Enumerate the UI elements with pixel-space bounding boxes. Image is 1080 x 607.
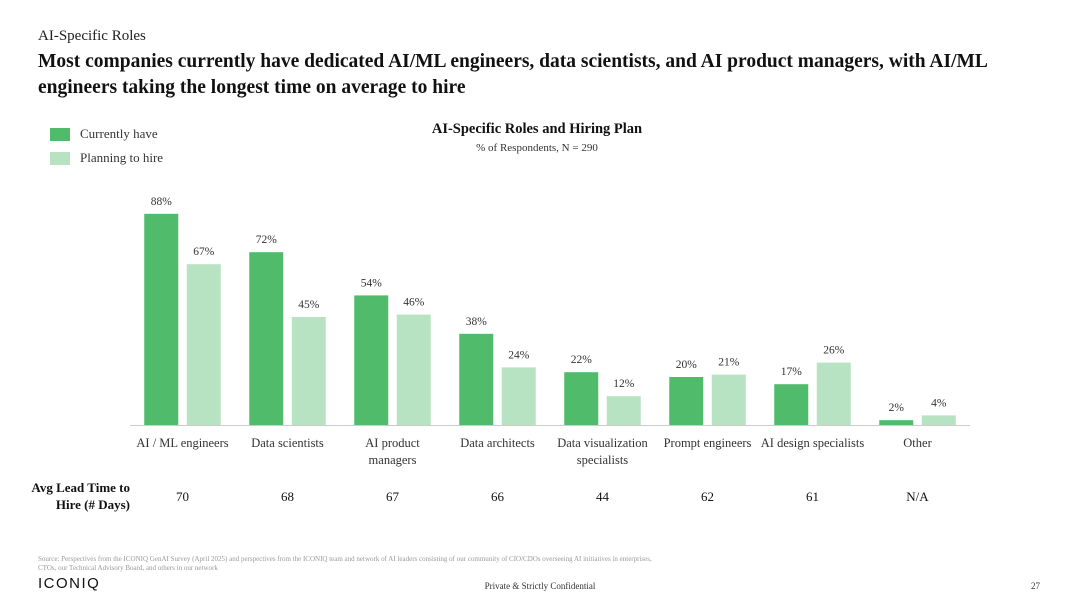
- data-label: 20%: [676, 359, 698, 371]
- headline: Most companies currently have dedicated …: [38, 51, 987, 98]
- lead-time-label-line2: Hire (# Days): [55, 497, 130, 512]
- data-label: 4%: [931, 397, 947, 409]
- chart-legend: Currently have Planning to hire: [50, 122, 163, 170]
- category-label: AI / ML engineers: [136, 436, 228, 450]
- category-label: AI product: [365, 436, 420, 450]
- category-label: Other: [903, 436, 932, 450]
- legend-label-current: Currently have: [80, 126, 158, 141]
- data-label: 21%: [718, 357, 740, 369]
- bar-current: [249, 252, 284, 425]
- chart-subtitle: % of Respondents, N = 290: [476, 142, 598, 154]
- category-label: managers: [369, 453, 417, 467]
- data-label: 2%: [889, 402, 905, 414]
- bar-planning: [921, 415, 956, 425]
- bar-current: [879, 420, 914, 425]
- bar-planning: [186, 264, 221, 425]
- data-label: 54%: [361, 277, 383, 289]
- lead-time-value: 70: [176, 489, 189, 504]
- category-label: Data visualization: [557, 436, 648, 450]
- bar-current: [774, 384, 809, 425]
- data-label: 67%: [193, 246, 215, 258]
- bar-planning: [606, 396, 641, 425]
- bar-planning: [396, 314, 431, 425]
- lead-time-value: 68: [281, 489, 294, 504]
- section-label: AI-Specific Roles: [38, 28, 146, 44]
- data-label: 26%: [823, 345, 845, 357]
- lead-time-value: 44: [596, 489, 609, 504]
- data-label: 38%: [466, 316, 488, 328]
- lead-time-value: 62: [701, 489, 714, 504]
- category-label: Data architects: [460, 436, 535, 450]
- category-label: Prompt engineers: [664, 436, 752, 450]
- company-logo: ICONIQ: [38, 575, 101, 592]
- chart-title: AI-Specific Roles and Hiring Plan: [431, 121, 643, 137]
- lead-time-label: Avg Lead Time to Hire (# Days): [20, 479, 130, 513]
- bar-current: [354, 295, 389, 425]
- source-note: Source: Perspectives from the ICONIQ Gen…: [38, 555, 652, 572]
- bar-planning: [816, 362, 851, 425]
- bar-current: [564, 372, 599, 425]
- legend-label-planning: Planning to hire: [80, 150, 164, 165]
- legend-swatch-planning: [50, 151, 70, 165]
- bar-planning: [711, 374, 746, 425]
- data-label: 88%: [151, 196, 173, 208]
- data-label: 72%: [256, 234, 278, 246]
- category-label: specialists: [577, 453, 629, 467]
- category-label: AI design specialists: [761, 436, 865, 450]
- bar-planning: [291, 317, 326, 425]
- lead-time-value: 61: [806, 489, 819, 504]
- data-label: 45%: [298, 299, 320, 311]
- data-label: 17%: [781, 366, 803, 378]
- legend-item-current: Currently have: [50, 122, 163, 146]
- confidential-notice: Private & Strictly Confidential: [484, 581, 596, 591]
- data-label: 22%: [571, 354, 593, 366]
- page-number: 27: [1031, 581, 1040, 591]
- bar-planning: [501, 367, 536, 425]
- bar-current: [669, 377, 704, 425]
- data-label: 46%: [403, 297, 425, 309]
- lead-time-value: 67: [386, 489, 399, 504]
- data-label: 12%: [613, 378, 635, 390]
- data-label: 24%: [508, 349, 530, 361]
- legend-item-planning: Planning to hire: [50, 146, 163, 170]
- bar-current: [144, 213, 179, 425]
- legend-swatch-current: [50, 127, 70, 141]
- bar-current: [459, 333, 494, 425]
- lead-time-label-line1: Avg Lead Time to: [31, 480, 130, 495]
- category-label: Data scientists: [251, 436, 324, 450]
- lead-time-value: 66: [491, 489, 504, 504]
- lead-time-value: N/A: [906, 489, 929, 504]
